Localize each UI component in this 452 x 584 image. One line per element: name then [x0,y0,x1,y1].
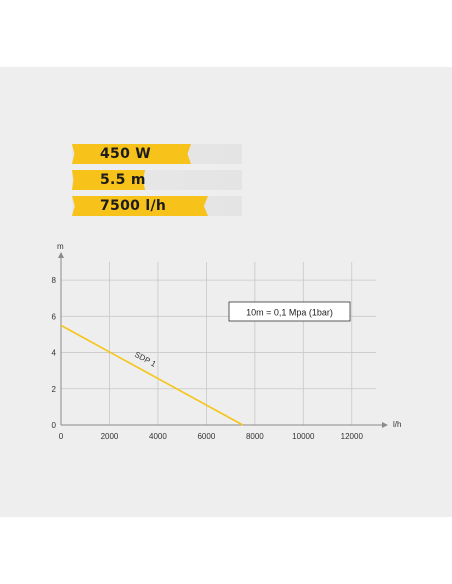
y-tick-label: 8 [52,276,57,285]
x-tick-label: 4000 [149,432,167,441]
series-line [60,324,244,426]
annotation-box: 10m = 0,1 Mpa (1bar) [228,301,351,322]
annotation-text: 10m = 0,1 Mpa (1bar) [246,308,333,318]
x-tick-label: 8000 [246,432,264,441]
spec-power-label: 450 W [100,146,152,162]
y-tick-label: 0 [52,421,57,430]
x-tick-label: 6000 [197,432,215,441]
spec-flow-label: 7500 l/h [100,198,167,214]
spec-head-label: 5.5 m [100,172,146,188]
chart-grid [61,262,376,425]
chart-axes [58,252,388,428]
x-tick-label: 12000 [341,432,364,441]
x-axis-arrow [382,422,388,428]
spec-flow: 7500 l/h [72,196,242,216]
spec-fill [72,144,191,164]
y-axis-label: m [57,242,64,251]
y-tick-label: 6 [52,312,57,321]
x-tick-label: 0 [59,432,64,441]
spec-fill [72,170,146,190]
product-card [0,67,452,517]
y-axis-arrow [58,252,64,258]
spec-fill [72,196,208,216]
y-tick-label: 4 [52,349,57,358]
x-tick-label: 2000 [101,432,119,441]
x-axis-label: l/h [393,420,401,429]
spec-head: 5.5 m [72,170,242,190]
y-tick-label: 2 [52,385,57,394]
x-tick-label: 10000 [292,432,315,441]
chart-ticks: 0 2000 4000 6000 8000 10000 12000 0 2 4 6 8 [52,276,364,441]
chart-series: SDP 1 [60,324,244,426]
spec-power: 450 W [72,144,242,164]
